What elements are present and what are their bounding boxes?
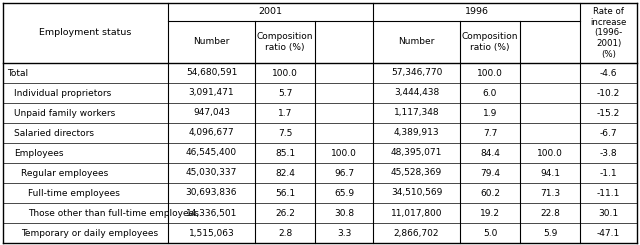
- Text: -4.6: -4.6: [600, 69, 617, 77]
- Text: 100.0: 100.0: [477, 69, 503, 77]
- Text: 1.9: 1.9: [483, 109, 497, 118]
- Text: -1.1: -1.1: [600, 169, 618, 177]
- Text: 1.7: 1.7: [278, 109, 292, 118]
- Text: 14,336,501: 14,336,501: [186, 208, 237, 218]
- Text: Salaried directors: Salaried directors: [14, 128, 94, 137]
- Text: 96.7: 96.7: [334, 169, 354, 177]
- Text: 48,395,071: 48,395,071: [391, 148, 442, 158]
- Text: 7.7: 7.7: [483, 128, 497, 137]
- Text: 60.2: 60.2: [480, 188, 500, 197]
- Text: Full-time employees: Full-time employees: [28, 188, 120, 197]
- Text: 54,680,591: 54,680,591: [186, 69, 237, 77]
- Text: 5.7: 5.7: [278, 88, 292, 98]
- Text: 6.0: 6.0: [483, 88, 497, 98]
- Text: 4,096,677: 4,096,677: [189, 128, 234, 137]
- Text: 947,043: 947,043: [193, 109, 230, 118]
- Text: Regular employees: Regular employees: [21, 169, 108, 177]
- Text: 84.4: 84.4: [480, 148, 500, 158]
- Text: 5.0: 5.0: [483, 229, 497, 237]
- Text: -47.1: -47.1: [597, 229, 620, 237]
- Text: 56.1: 56.1: [275, 188, 295, 197]
- Text: 79.4: 79.4: [480, 169, 500, 177]
- Text: 22.8: 22.8: [540, 208, 560, 218]
- Text: 5.9: 5.9: [543, 229, 557, 237]
- Text: 45,528,369: 45,528,369: [391, 169, 442, 177]
- Text: 4,389,913: 4,389,913: [394, 128, 439, 137]
- Text: Employees: Employees: [14, 148, 63, 158]
- Text: 1996: 1996: [465, 8, 488, 16]
- Text: 85.1: 85.1: [275, 148, 295, 158]
- Text: 30.1: 30.1: [598, 208, 619, 218]
- Text: 3,444,438: 3,444,438: [394, 88, 439, 98]
- Text: 71.3: 71.3: [540, 188, 560, 197]
- Text: Unpaid family workers: Unpaid family workers: [14, 109, 115, 118]
- Text: 30,693,836: 30,693,836: [186, 188, 237, 197]
- Text: 19.2: 19.2: [480, 208, 500, 218]
- Text: 45,030,337: 45,030,337: [186, 169, 237, 177]
- Text: 3,091,471: 3,091,471: [189, 88, 234, 98]
- Text: 30.8: 30.8: [334, 208, 354, 218]
- Text: 94.1: 94.1: [540, 169, 560, 177]
- Text: Number: Number: [193, 37, 230, 47]
- Text: -11.1: -11.1: [597, 188, 620, 197]
- Text: 7.5: 7.5: [278, 128, 292, 137]
- Text: 100.0: 100.0: [537, 148, 563, 158]
- Text: -6.7: -6.7: [600, 128, 618, 137]
- Text: Composition
ratio (%): Composition ratio (%): [257, 32, 313, 52]
- Text: Employment status: Employment status: [39, 28, 132, 37]
- Text: -3.8: -3.8: [600, 148, 618, 158]
- Text: Temporary or daily employees: Temporary or daily employees: [21, 229, 158, 237]
- Text: 26.2: 26.2: [275, 208, 295, 218]
- Text: 2001: 2001: [259, 8, 282, 16]
- Text: 100.0: 100.0: [331, 148, 357, 158]
- Text: 57,346,770: 57,346,770: [391, 69, 442, 77]
- Text: Rate of
increase
(1996-
2001)
(%): Rate of increase (1996- 2001) (%): [590, 7, 627, 59]
- Text: 11,017,800: 11,017,800: [391, 208, 442, 218]
- Text: Individual proprietors: Individual proprietors: [14, 88, 111, 98]
- Text: 34,510,569: 34,510,569: [391, 188, 442, 197]
- Text: Composition
ratio (%): Composition ratio (%): [461, 32, 518, 52]
- Text: 2.8: 2.8: [278, 229, 292, 237]
- Text: Those other than full-time employees: Those other than full-time employees: [28, 208, 199, 218]
- Text: 1,515,063: 1,515,063: [189, 229, 234, 237]
- Text: 46,545,400: 46,545,400: [186, 148, 237, 158]
- Text: Number: Number: [398, 37, 435, 47]
- Text: -15.2: -15.2: [597, 109, 620, 118]
- Text: -10.2: -10.2: [597, 88, 620, 98]
- Text: 65.9: 65.9: [334, 188, 354, 197]
- Text: 2,866,702: 2,866,702: [394, 229, 439, 237]
- Text: 1,117,348: 1,117,348: [394, 109, 439, 118]
- Text: 82.4: 82.4: [275, 169, 295, 177]
- Text: 3.3: 3.3: [337, 229, 351, 237]
- Text: Total: Total: [7, 69, 28, 77]
- Text: 100.0: 100.0: [272, 69, 298, 77]
